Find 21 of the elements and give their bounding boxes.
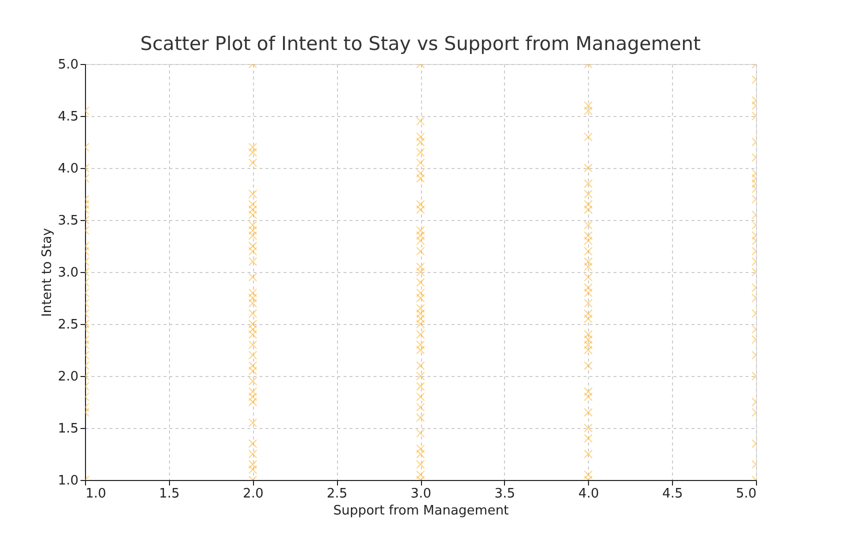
y-axis-title: Intent to Stay (40, 228, 55, 317)
y-tick-label: 3.5 (58, 214, 78, 228)
x-axis-title: Support from Management (333, 504, 509, 518)
y-tick-label: 1.5 (58, 422, 78, 436)
y-tick-label: 4.5 (58, 110, 78, 124)
x-tick-label: 2.0 (242, 486, 264, 502)
y-tick-label: 2.0 (58, 370, 78, 384)
x-tick-label: 3.5 (494, 486, 516, 502)
y-tick-label: 1.0 (58, 474, 78, 488)
chart-title: Scatter Plot of Intent to Stay vs Support from Management (140, 33, 701, 55)
x-tick-label: 3.0 (410, 486, 432, 502)
y-tick-label: 2.5 (58, 318, 78, 332)
y-tick-label: 3.0 (58, 266, 78, 280)
y-tick-label: 5.0 (58, 58, 78, 72)
x-tick-label: 1.0 (86, 486, 106, 502)
x-tick-label: 1.5 (159, 486, 180, 502)
x-tick-label: 4.0 (578, 486, 600, 502)
y-tick-label: 4.0 (58, 162, 78, 176)
x-tick-label: 2.5 (326, 486, 348, 502)
x-tick-label: 4.5 (662, 486, 683, 502)
x-tick-label: 5.0 (736, 486, 756, 502)
